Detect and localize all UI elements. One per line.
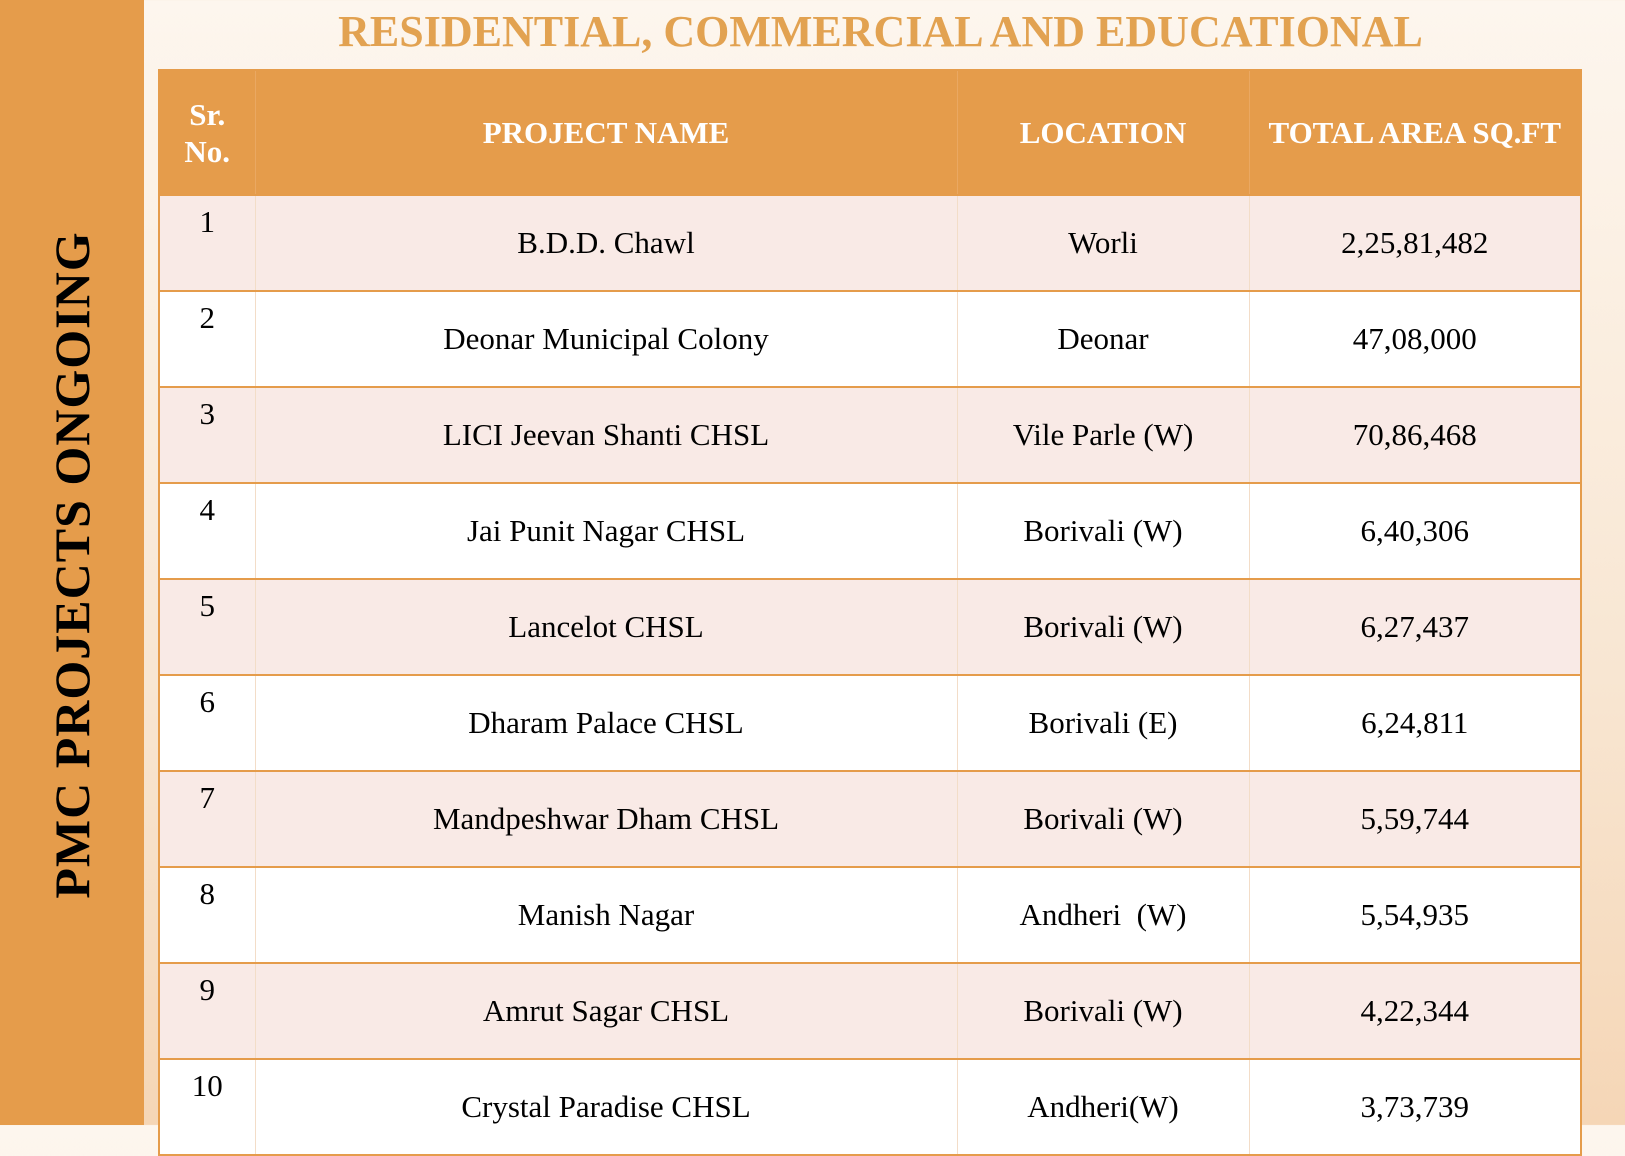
table-cell: Lancelot CHSL: [255, 578, 958, 675]
table-cell: LICI Jeevan Shanti CHSL: [255, 386, 958, 483]
table-cell: Worli: [957, 194, 1250, 291]
table-cell: 70,86,468: [1249, 386, 1582, 483]
table-cell: 3: [159, 386, 256, 483]
table-cell: 4: [159, 482, 256, 579]
table-cell: Borivali (W): [957, 482, 1250, 579]
table-cell: 6: [159, 674, 256, 771]
table-cell: Amrut Sagar CHSL: [255, 962, 958, 1059]
table-cell: B.D.D. Chawl: [255, 194, 958, 291]
page-title: RESIDENTIAL, COMMERCIAL AND EDUCATIONAL: [338, 7, 1423, 56]
column-header: TOTAL AREA SQ.FT: [1249, 70, 1582, 195]
table-cell: 10: [159, 1058, 256, 1155]
table-cell: Jai Punit Nagar CHSL: [255, 482, 958, 579]
table-cell: 6,40,306: [1249, 482, 1582, 579]
table-row: 5 Lancelot CHSL Borivali (W) 6,27,437: [159, 578, 1582, 675]
table-cell: Borivali (E): [957, 674, 1250, 771]
table-row: 8 Manish Nagar Andheri (W) 5,54,935: [159, 866, 1582, 963]
table-cell: Crystal Paradise CHSL: [255, 1058, 958, 1155]
column-header: PROJECT NAME: [255, 70, 958, 195]
sidebar: PMC PROJECTS ONGOING: [0, 0, 144, 1125]
table-cell: 47,08,000: [1249, 290, 1582, 387]
table-cell: 2,25,81,482: [1249, 194, 1582, 291]
table-cell: Deonar: [957, 290, 1250, 387]
table-cell: Vile Parle (W): [957, 386, 1250, 483]
table-row: 10 Crystal Paradise CHSL Andheri(W) 3,73,73…: [159, 1058, 1582, 1155]
table-row: 1 B.D.D. Chawl Worli 2,25,81,482: [159, 194, 1582, 291]
table-cell: 7: [159, 770, 256, 867]
table-cell: Manish Nagar: [255, 866, 958, 963]
table-cell: 3,73,739: [1249, 1058, 1582, 1155]
table-row: 9 Amrut Sagar CHSL Borivali (W) 4,22,344: [159, 962, 1582, 1059]
table-row: 3 LICI Jeevan Shanti CHSL Vile Parle (W) 70…: [159, 386, 1582, 483]
table-cell: 1: [159, 194, 256, 291]
table-cell: 2: [159, 290, 256, 387]
table-cell: 8: [159, 866, 256, 963]
table-cell: 5: [159, 578, 256, 675]
table-cell: Borivali (W): [957, 962, 1250, 1059]
column-header: Sr. No.: [159, 70, 256, 195]
table-cell: 6,27,437: [1249, 578, 1582, 675]
table-cell: 9: [159, 962, 256, 1059]
table-cell: Andheri (W): [957, 866, 1250, 963]
header-row: Sr. No. PROJECT NAME LOCATION TOTAL AREA SQ…: [159, 70, 1582, 195]
table-row: 2 Deonar Municipal Colony Deonar 47,08,000: [159, 290, 1582, 387]
table-cell: Andheri(W): [957, 1058, 1250, 1155]
table-row: 4 Jai Punit Nagar CHSL Borivali (W) 6,40,30…: [159, 482, 1582, 579]
table-cell: 5,59,744: [1249, 770, 1582, 867]
table-cell: Borivali (W): [957, 770, 1250, 867]
table-cell: Dharam Palace CHSL: [255, 674, 958, 771]
table-cell: Deonar Municipal Colony: [255, 290, 958, 387]
table-cell: 5,54,935: [1249, 866, 1582, 963]
column-header: LOCATION: [957, 70, 1250, 195]
table-cell: 6,24,811: [1249, 674, 1582, 771]
side-title: PMC PROJECTS ONGOING: [44, 231, 100, 899]
table-cell: Borivali (W): [957, 578, 1250, 675]
table-cell: Mandpeshwar Dham CHSL: [255, 770, 958, 867]
table-row: 7 Mandpeshwar Dham CHSL Borivali (W) 5,59,7…: [159, 770, 1582, 867]
table-cell: 4,22,344: [1249, 962, 1582, 1059]
table-row: 6 Dharam Palace CHSL Borivali (E) 6,24,811: [159, 674, 1582, 771]
projects-table: Sr. No. PROJECT NAME LOCATION TOTAL AREA SQ…: [158, 69, 1582, 1156]
